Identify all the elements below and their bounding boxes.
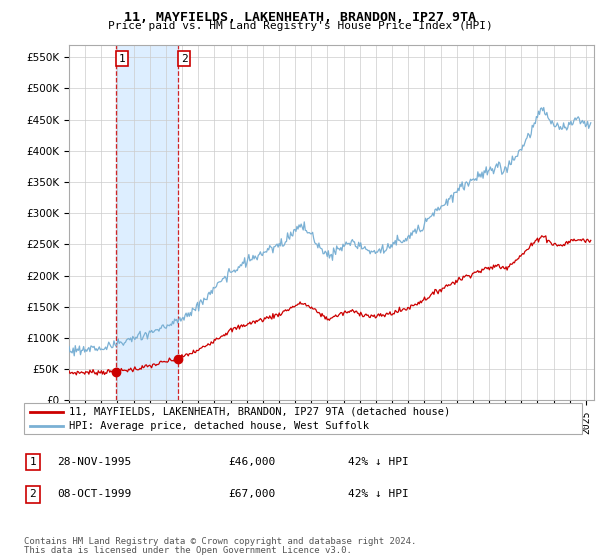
- Text: £46,000: £46,000: [228, 457, 275, 467]
- Text: 42% ↓ HPI: 42% ↓ HPI: [348, 489, 409, 500]
- Text: 08-OCT-1999: 08-OCT-1999: [57, 489, 131, 500]
- FancyBboxPatch shape: [24, 403, 582, 434]
- Text: Contains HM Land Registry data © Crown copyright and database right 2024.: Contains HM Land Registry data © Crown c…: [24, 537, 416, 546]
- Text: 11, MAYFIELDS, LAKENHEATH, BRANDON, IP27 9TA (detached house): 11, MAYFIELDS, LAKENHEATH, BRANDON, IP27…: [68, 407, 450, 417]
- Text: This data is licensed under the Open Government Licence v3.0.: This data is licensed under the Open Gov…: [24, 546, 352, 555]
- Text: 28-NOV-1995: 28-NOV-1995: [57, 457, 131, 467]
- Text: 11, MAYFIELDS, LAKENHEATH, BRANDON, IP27 9TA: 11, MAYFIELDS, LAKENHEATH, BRANDON, IP27…: [124, 11, 476, 24]
- Text: 1: 1: [29, 457, 37, 467]
- Bar: [116, 45, 178, 400]
- Text: 1: 1: [118, 54, 125, 64]
- Text: HPI: Average price, detached house, West Suffolk: HPI: Average price, detached house, West…: [68, 421, 368, 431]
- Text: Price paid vs. HM Land Registry's House Price Index (HPI): Price paid vs. HM Land Registry's House …: [107, 21, 493, 31]
- Text: 42% ↓ HPI: 42% ↓ HPI: [348, 457, 409, 467]
- Text: £67,000: £67,000: [228, 489, 275, 500]
- Text: 2: 2: [181, 54, 188, 64]
- Text: 2: 2: [29, 489, 37, 500]
